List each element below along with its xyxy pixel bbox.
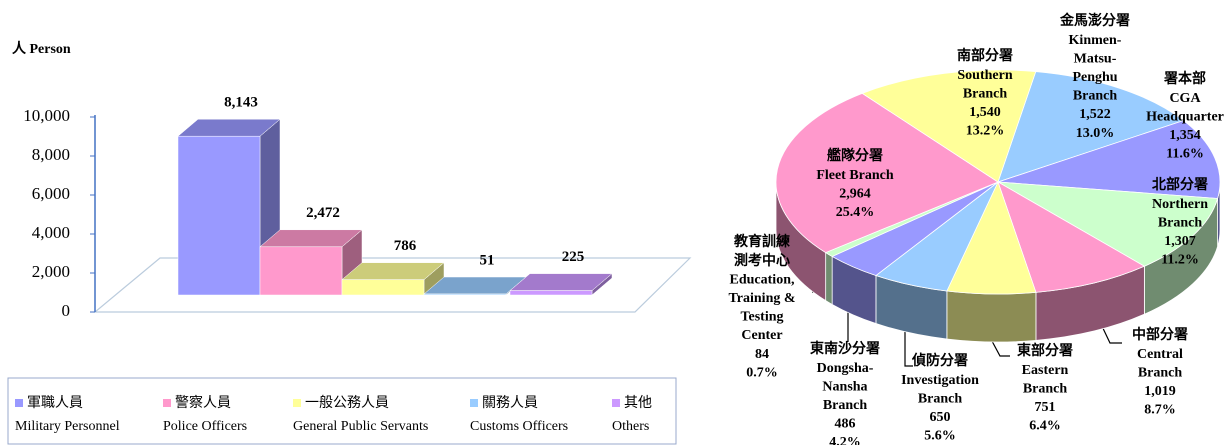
legend-label: General Public Servants	[293, 419, 428, 434]
data-label: 8.7%	[1144, 403, 1176, 418]
slice-label: Branch	[1073, 89, 1118, 104]
data-label: 0.7%	[746, 365, 778, 380]
slice-label: Branch	[918, 391, 963, 406]
data-label: 4.2%	[829, 435, 861, 445]
pie-slice	[861, 69, 1037, 183]
legend-swatch	[293, 399, 301, 407]
slice-label: Branch	[963, 86, 1008, 101]
slice-label: Northern	[1152, 197, 1208, 212]
slice-label: Dongsha-	[817, 361, 874, 376]
data-label: 13.0%	[1076, 126, 1115, 141]
pie-side	[825, 251, 833, 306]
slice-label: 教育訓練	[734, 233, 790, 250]
pie-slice	[997, 120, 1221, 199]
slice-label: 南部分署	[957, 47, 1013, 64]
slice-label: 測考中心	[734, 252, 790, 269]
slice-label: 署本部	[1163, 70, 1206, 87]
data-label: 25.4%	[836, 205, 875, 220]
slice-label: 東部分署	[1017, 342, 1073, 359]
slice-label: Training &	[728, 291, 795, 306]
slice-label: 東南沙分署	[810, 340, 880, 357]
data-label: 1,540	[969, 105, 1001, 120]
bar	[509, 290, 593, 296]
data-label: 2,964	[839, 186, 871, 201]
data-label: 486	[835, 417, 856, 432]
bar	[423, 293, 507, 296]
bar	[341, 279, 425, 296]
legend-swatch	[612, 399, 620, 407]
pie-slice	[997, 71, 1185, 183]
slice-label: 偵防分署	[911, 352, 968, 369]
pie-slice	[997, 181, 1219, 267]
slice-label: Branch	[1158, 215, 1203, 230]
legend-label: 警察人員	[175, 394, 231, 411]
slice-label: 北部分署	[1152, 176, 1208, 193]
slice-label: Branch	[823, 398, 868, 413]
slice-label: Branch	[1023, 381, 1068, 396]
data-label: 751	[1035, 400, 1056, 415]
legend-label: 關務人員	[482, 395, 538, 411]
y-tick-label: 6,000	[32, 184, 70, 203]
slice-label: Penghu	[1072, 70, 1117, 85]
slice-label: Investigation	[901, 373, 979, 388]
slice-label: Center	[741, 328, 782, 343]
axis-label: 人 Person	[12, 40, 71, 57]
data-label: 11.2%	[1161, 253, 1199, 268]
legend-swatch	[163, 399, 171, 407]
data-label: 1,307	[1164, 234, 1196, 249]
legend-label: Customs Officers	[470, 419, 568, 434]
pie-slice	[775, 92, 999, 254]
slice-label: Testing	[740, 310, 783, 325]
slice-label: Nansha	[822, 379, 867, 394]
y-tick-label: 4,000	[32, 223, 70, 242]
legend	[7, 377, 677, 445]
slice-label: Branch	[1138, 365, 1183, 380]
slice-label: Central	[1137, 347, 1183, 362]
legend-label: Others	[612, 419, 649, 434]
slice-label: Education,	[730, 272, 795, 287]
y-tick-label: 8,000	[32, 145, 70, 164]
slice-label: Kinmen-	[1069, 33, 1122, 48]
slice-label: 中部分署	[1132, 326, 1188, 343]
slice-label: Matsu-	[1074, 51, 1117, 66]
y-tick-label: 0	[62, 301, 71, 320]
y-tick-label: 10,000	[23, 106, 70, 125]
slice-label: Headquarter	[1146, 109, 1224, 124]
data-label: 1,019	[1144, 384, 1176, 399]
data-label: 1,522	[1079, 107, 1111, 122]
legend-label: 其他	[624, 395, 652, 411]
bar	[259, 246, 343, 296]
data-label: 2,472	[306, 205, 340, 221]
slice-label: Eastern	[1022, 363, 1069, 378]
slice-label: 艦隊分署	[827, 147, 883, 164]
y-tick-label: 2,000	[32, 262, 70, 281]
bar	[177, 135, 261, 296]
slice-label: CGA	[1169, 91, 1201, 106]
data-label: 11.6%	[1166, 147, 1204, 162]
data-label: 650	[930, 410, 951, 425]
data-label: 8,143	[224, 95, 258, 111]
legend-swatch	[15, 399, 23, 407]
slice-label: 金馬澎分署	[1059, 12, 1130, 29]
pie-slice	[997, 181, 1146, 293]
legend-label: Military Personnel	[15, 419, 120, 434]
slice-label: Southern	[957, 68, 1012, 83]
legend-label: 軍職人員	[27, 395, 83, 411]
data-label: 225	[562, 249, 585, 265]
data-label: 6.4%	[1029, 419, 1061, 434]
legend-label: 一般公務人員	[305, 395, 389, 411]
data-label: 13.2%	[966, 124, 1005, 139]
data-label: 5.6%	[924, 429, 956, 444]
legend-swatch	[470, 399, 478, 407]
data-label: 786	[394, 238, 417, 254]
data-label: 84	[755, 347, 769, 362]
data-label: 1,354	[1169, 128, 1201, 143]
legend-label: Police Officers	[163, 419, 247, 434]
pie-side	[946, 290, 1037, 343]
data-label: 51	[480, 252, 495, 268]
floor	[93, 257, 692, 313]
slice-label: Fleet Branch	[816, 168, 894, 183]
